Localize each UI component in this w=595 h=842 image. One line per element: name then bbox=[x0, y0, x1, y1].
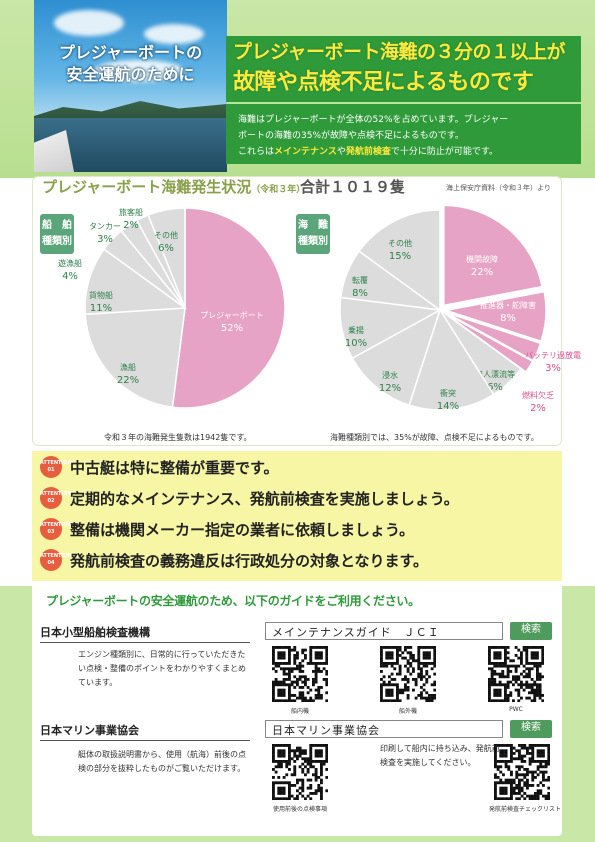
pie-slice bbox=[444, 312, 534, 374]
pie-slice bbox=[445, 311, 542, 362]
headline: プレジャーボート海難の３分の１以上が 故障や点検不足によるものです bbox=[233, 40, 573, 98]
qr-pattern bbox=[272, 744, 329, 801]
attention-badge: ATTENTION 03 bbox=[40, 518, 72, 540]
attention-section bbox=[32, 451, 562, 581]
pie-slice bbox=[443, 204, 543, 307]
jci-search-box[interactable]: メインテナンスガイド ＪＣＩ bbox=[265, 622, 503, 640]
pie-value: 8% bbox=[352, 288, 368, 299]
pie-label: プレジャーボート bbox=[200, 311, 264, 320]
pie-value: 22% bbox=[117, 375, 139, 386]
qr-pattern bbox=[488, 646, 545, 703]
qr-code-usage-check[interactable] bbox=[272, 744, 329, 801]
pie-label: 乗揚 bbox=[348, 325, 364, 335]
checklist-note: 印刷して船内に持ち込み、発航前検査を実施してください。 bbox=[380, 744, 500, 767]
pie-label: 漁船 bbox=[120, 362, 136, 372]
pie-slice bbox=[84, 248, 188, 316]
pie-label: 転覆 bbox=[352, 276, 368, 285]
pie-value: 12% bbox=[379, 383, 401, 394]
pie-slice bbox=[358, 209, 441, 312]
qr-pattern bbox=[494, 744, 551, 801]
pie-value: 52% bbox=[221, 323, 243, 334]
pie-label: 遊漁船 bbox=[58, 258, 82, 268]
photo-title: プレジャーボートの 安全運航のために bbox=[58, 43, 203, 84]
pie-slice bbox=[408, 308, 495, 411]
qr-code-inboard[interactable] bbox=[272, 646, 329, 703]
pie-label: 衝突 bbox=[440, 388, 456, 398]
attention-text: 整備は機関メーカー指定の業者に依頼しましょう。 bbox=[70, 521, 415, 539]
org-jbia-title: 日本マリン事業協会 bbox=[40, 722, 250, 741]
pie-value: 2% bbox=[123, 220, 139, 231]
pie-value: 15% bbox=[389, 251, 411, 262]
attention-text: 中古艇は特に整備が重要です。 bbox=[70, 459, 279, 477]
qr-label: 使用前後の点検事項 bbox=[272, 806, 327, 813]
pie-slice bbox=[147, 207, 186, 309]
qr-code-outboard[interactable] bbox=[380, 646, 437, 703]
jci-search-button[interactable]: 検索 bbox=[510, 622, 552, 640]
attention-text: 定期的なメインテナンス、発航前検査を実施しましょう。 bbox=[70, 490, 459, 508]
pie-value: 4% bbox=[62, 271, 78, 282]
left-chart-note: 令和３年の海難発生隻数は1942隻です。 bbox=[104, 433, 252, 442]
pie-value: 14% bbox=[437, 401, 459, 412]
pie-label: 無人漂流等 bbox=[475, 369, 515, 379]
attention-badge: ATTENTION 02 bbox=[40, 487, 72, 509]
pie-slice bbox=[351, 308, 442, 407]
pie-label: 旅客船 bbox=[119, 207, 143, 217]
attention-item: ATTENTION 03 整備は機関メーカー指定の業者に依頼しましょう。 bbox=[40, 516, 552, 542]
pie-value: 6% bbox=[158, 243, 174, 254]
pie-label: タンカー bbox=[89, 222, 121, 231]
pie-label: 推進器・舵障害 bbox=[480, 300, 536, 310]
pie-slice bbox=[445, 290, 547, 343]
attention-badge: ATTENTION 01 bbox=[40, 456, 72, 478]
right-chart-note: 海難種類別では、35%が故障、点検不足によるものです。 bbox=[330, 433, 539, 442]
org-jci-title: 日本小型船舶検査機構 bbox=[40, 624, 250, 643]
pie-value: 6% bbox=[487, 382, 503, 393]
qr-label: 船外機 bbox=[398, 708, 417, 715]
pie-value: 2% bbox=[530, 403, 546, 414]
pie-value: 3% bbox=[545, 363, 561, 374]
pie-slice bbox=[171, 207, 286, 409]
accident-type-box: 海 難 種類別 bbox=[296, 214, 330, 254]
qr-pattern bbox=[272, 646, 329, 703]
lead-text: 海難はプレジャーボートが全体の52%を占めています。プレジャー ボートの海難の3… bbox=[238, 112, 578, 160]
qr-label: 発航前検査チェックリスト bbox=[488, 806, 561, 813]
vessel-type-box: 船 舶 種類別 bbox=[40, 214, 74, 254]
qr-label: 船内機 bbox=[290, 708, 309, 715]
pie-slice bbox=[84, 307, 186, 409]
sea-photo: プレジャーボートの 安全運航のために bbox=[34, 0, 227, 172]
pie-value: 3% bbox=[97, 234, 113, 245]
pie-label: 燃料欠乏 bbox=[522, 390, 554, 400]
pie-value: 10% bbox=[345, 338, 367, 349]
qr-pattern bbox=[380, 646, 437, 703]
attention-badge: ATTENTION 04 bbox=[40, 549, 72, 571]
pie-value: 8% bbox=[500, 313, 516, 324]
headline-line-2: 故障や点検不足によるものです bbox=[233, 70, 534, 95]
chart-total: 合計１０１９隻 bbox=[300, 178, 406, 196]
org-jci-desc: エンジン種類別に、日常的に行っていただきたい点検・整備のポイントをわかりやすくま… bbox=[78, 650, 246, 687]
attention-item: ATTENTION 01 中古艇は特に整備が重要です。 bbox=[40, 454, 552, 480]
pie-label: 浸水 bbox=[382, 370, 398, 380]
chart-title: プレジャーボート海難発生状況（令和３年） bbox=[42, 178, 306, 196]
qr-code-checklist[interactable] bbox=[494, 744, 551, 801]
qr-label: PWC bbox=[509, 706, 523, 713]
qr-code-pwc[interactable] bbox=[488, 646, 545, 703]
chart-source: 海上保安庁資料（令和３年）より bbox=[446, 184, 551, 192]
pie-value: 11% bbox=[90, 303, 112, 314]
pie-label: その他 bbox=[154, 230, 178, 240]
pie-label: 貨物船 bbox=[89, 290, 113, 300]
guide-heading: プレジャーボートの安全運航のため、以下のガイドをご利用ください。 bbox=[46, 594, 420, 608]
pie-label: 機関故障 bbox=[466, 254, 498, 264]
jbia-search-button[interactable]: 検索 bbox=[510, 720, 552, 738]
pie-value: 22% bbox=[471, 267, 493, 278]
jbia-search-box[interactable]: 日本マリン事業協会 bbox=[265, 720, 503, 738]
attention-item: ATTENTION 04 発航前検査の義務違反は行政処分の対象となります。 bbox=[40, 547, 552, 573]
attention-text: 発航前検査の義務違反は行政処分の対象となります。 bbox=[70, 552, 429, 570]
attention-item: ATTENTION 02 定期的なメインテナンス、発航前検査を実施しましょう。 bbox=[40, 485, 552, 511]
org-jbia-desc: 艇体の取扱説明書から、使用（航海）前後の点検の部分を抜粋したものがご覧いただけま… bbox=[78, 750, 246, 773]
headline-band bbox=[226, 36, 581, 102]
pie-label: その他 bbox=[388, 238, 412, 248]
headline-line-1: プレジャーボート海難の３分の１以上が bbox=[233, 41, 566, 63]
pie-label: バッテリ過放電 bbox=[525, 350, 581, 360]
